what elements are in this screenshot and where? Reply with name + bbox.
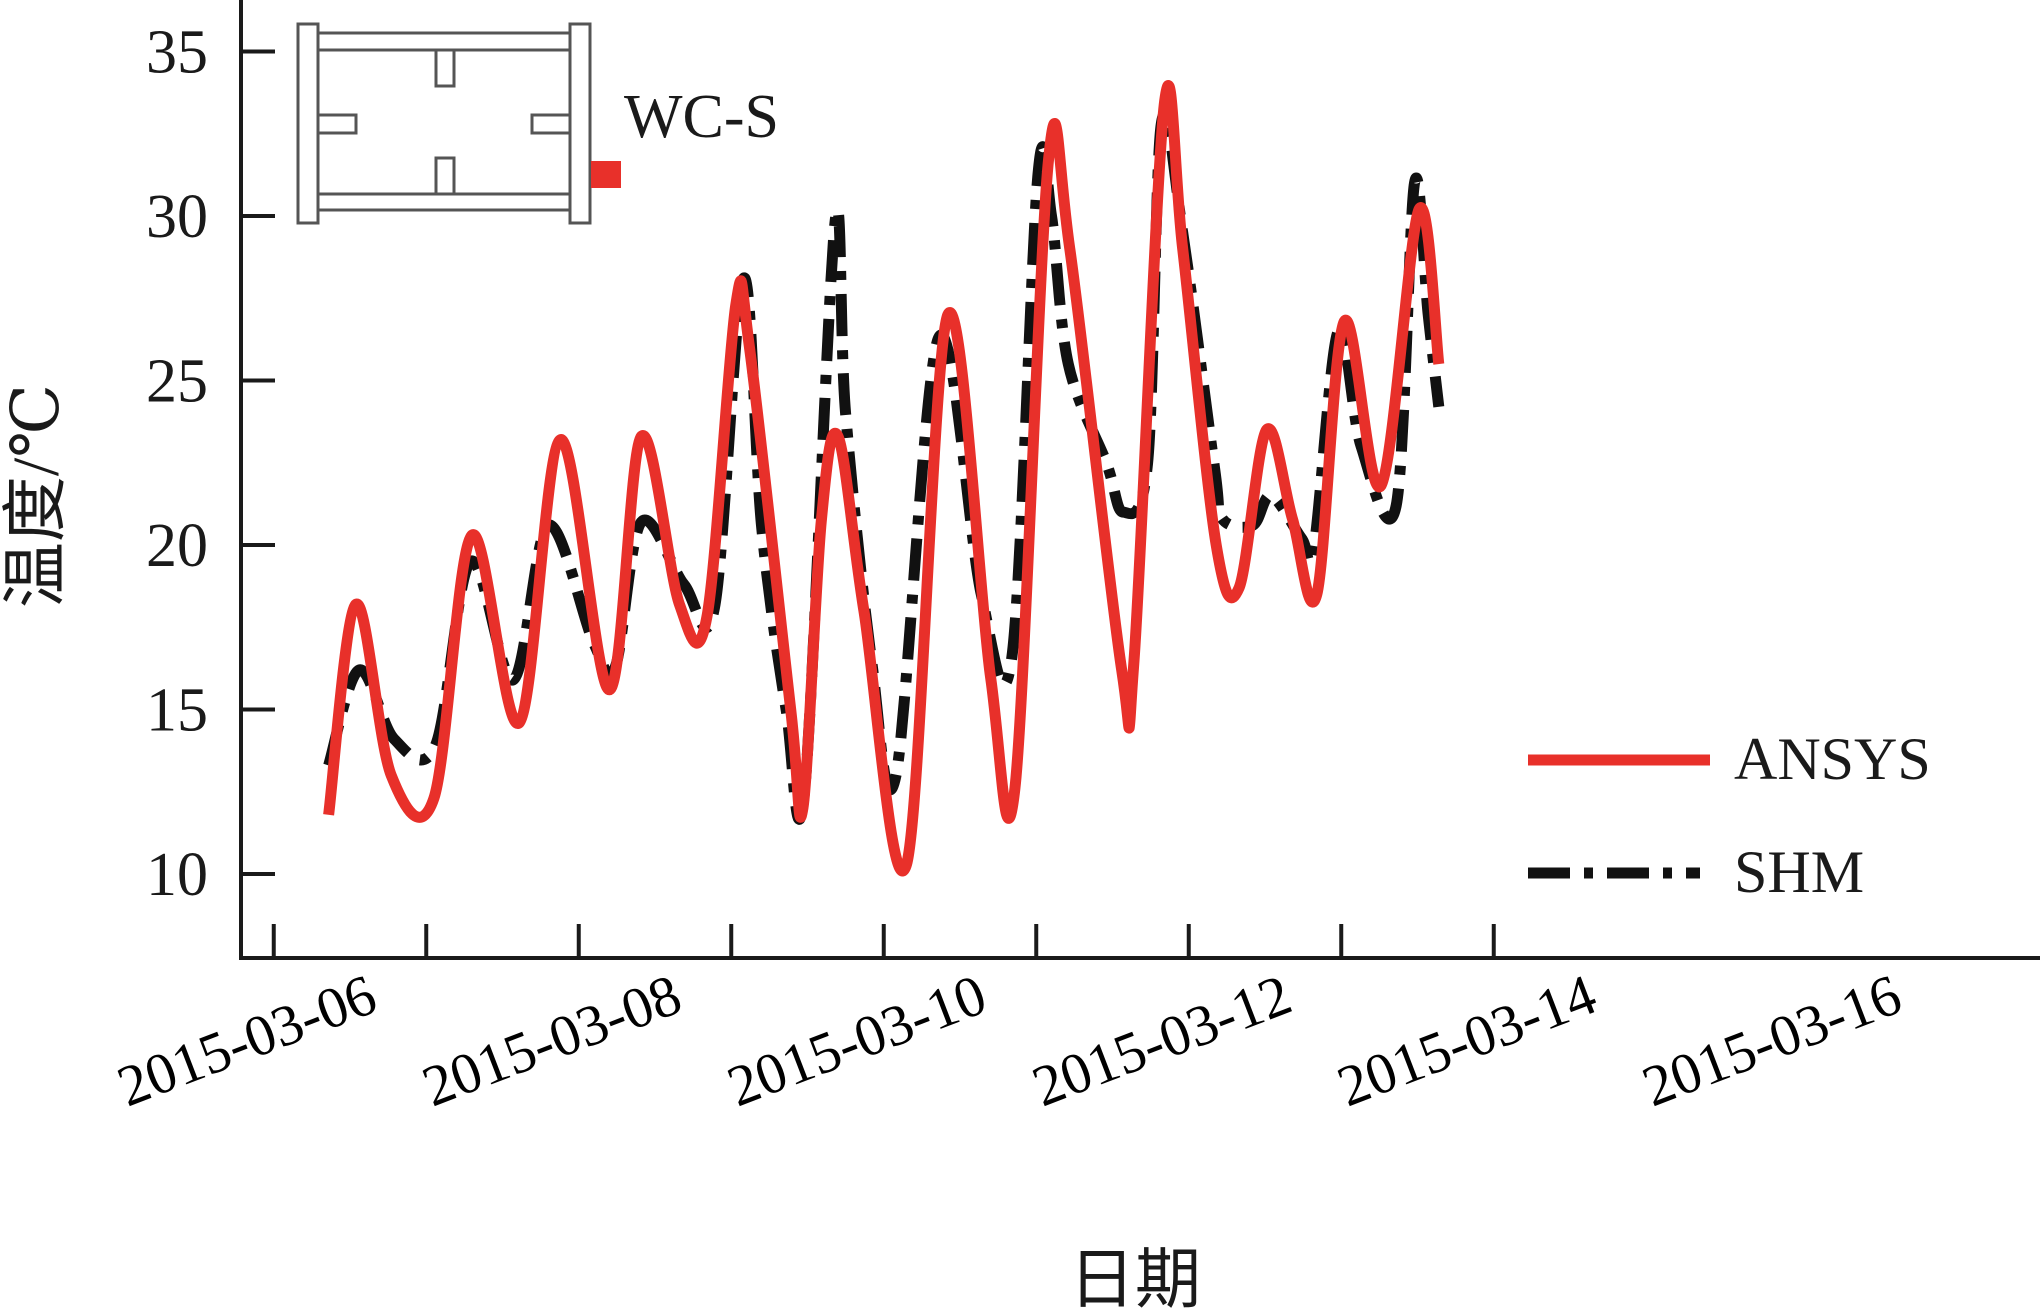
legend: ANSYS SHM [1528,726,1931,905]
series-layer [323,80,1445,877]
x-tick-label-2015-03-12: 2015-03-12 [1024,961,1300,1119]
x-tick-label-2015-03-16: 2015-03-16 [1634,961,1910,1119]
x-tick-label-2015-03-06: 2015-03-06 [109,961,385,1119]
series-line-ansys [323,80,1445,877]
inset-left-stiffener [316,113,358,135]
inset-right-stiffener [530,113,572,135]
y-tick-label-15: 15 [146,677,208,745]
inset-left-post [296,22,320,225]
inset-right-post [568,22,592,225]
sensor-marker [591,161,621,188]
y-tick-label-30: 30 [146,183,208,251]
inset-label: WC-S [624,83,779,151]
x-tick-label-2015-03-08: 2015-03-08 [414,961,690,1119]
y-axis-title: 温度/℃ [0,384,73,608]
x-ticks: 2015-03-06 2015-03-08 2015-03-10 2015-03-12… [109,924,1910,1119]
sensor-location-inset: WC-S [296,22,779,225]
x-tick-label-2015-03-10: 2015-03-10 [719,961,995,1119]
legend-label-ansys: ANSYS [1734,726,1931,792]
x-axis-title: 日期 [1069,1244,1201,1314]
legend-label-shm: SHM [1734,839,1864,905]
y-tick-label-10: 10 [146,841,208,909]
series-line-shm [323,109,1445,825]
y-tick-label-20: 20 [146,512,208,580]
y-ticks: 10 15 20 25 30 35 [146,19,275,909]
y-tick-label-35: 35 [146,19,208,87]
y-tick-label-25: 25 [146,348,208,416]
axes [239,0,2040,960]
x-tick-label-2015-03-14: 2015-03-14 [1329,961,1605,1119]
inset-top-stiffener [434,48,456,88]
inset-bottom-stiffener [434,156,456,196]
